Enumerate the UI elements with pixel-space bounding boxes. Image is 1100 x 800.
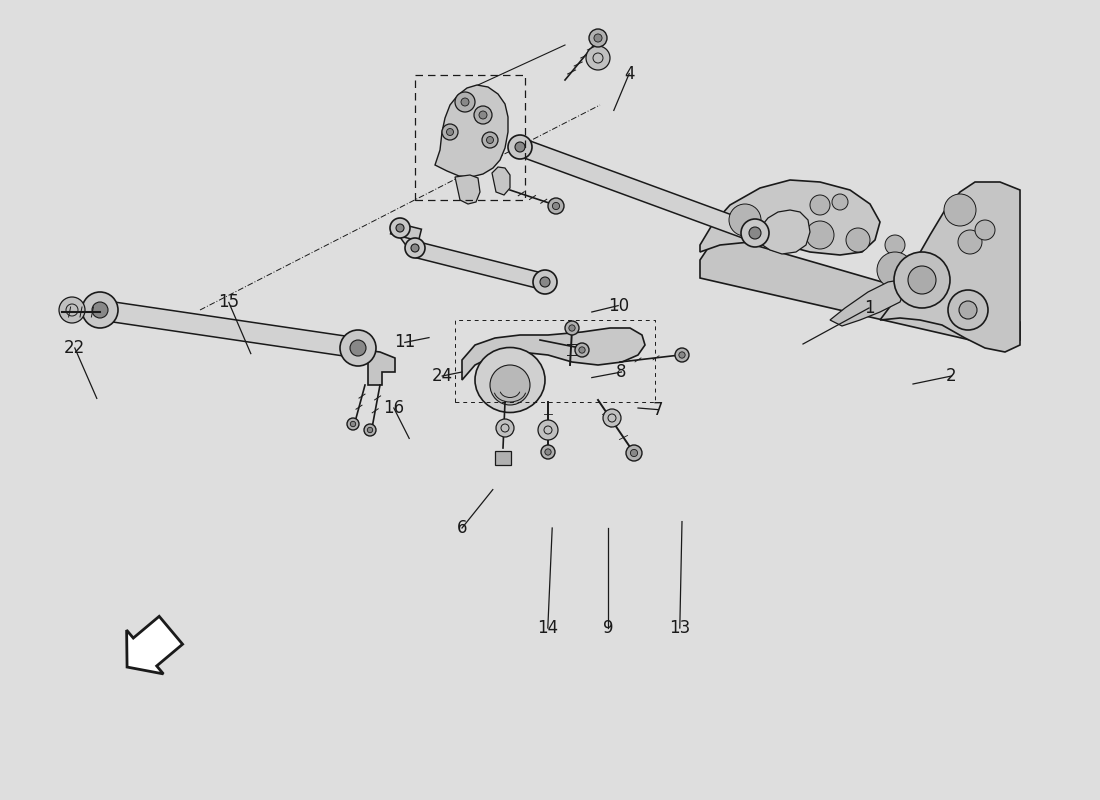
Circle shape <box>906 268 934 296</box>
Circle shape <box>544 449 551 455</box>
Circle shape <box>749 227 761 239</box>
Circle shape <box>886 235 905 255</box>
Polygon shape <box>492 167 510 195</box>
Circle shape <box>411 244 419 252</box>
Circle shape <box>579 347 585 353</box>
Circle shape <box>806 221 834 249</box>
Circle shape <box>810 195 830 215</box>
Circle shape <box>626 445 642 461</box>
Circle shape <box>832 194 848 210</box>
Polygon shape <box>880 182 1020 352</box>
Circle shape <box>630 450 638 457</box>
Circle shape <box>82 292 118 328</box>
Circle shape <box>675 348 689 362</box>
Polygon shape <box>126 616 183 674</box>
Text: 13: 13 <box>669 619 691 637</box>
Polygon shape <box>350 350 395 385</box>
Text: 22: 22 <box>64 339 86 357</box>
Circle shape <box>948 290 988 330</box>
Text: 16: 16 <box>383 399 405 417</box>
Circle shape <box>894 252 950 308</box>
Polygon shape <box>755 210 810 254</box>
Polygon shape <box>390 222 421 241</box>
Circle shape <box>508 135 532 159</box>
Circle shape <box>565 321 579 335</box>
Polygon shape <box>434 85 508 177</box>
Circle shape <box>474 106 492 124</box>
Circle shape <box>944 194 976 226</box>
Circle shape <box>490 365 530 405</box>
Circle shape <box>346 418 359 430</box>
Circle shape <box>538 420 558 440</box>
Circle shape <box>541 445 556 459</box>
Polygon shape <box>99 300 360 358</box>
Circle shape <box>367 427 373 433</box>
Circle shape <box>877 252 913 288</box>
Circle shape <box>447 129 453 135</box>
Circle shape <box>405 238 425 258</box>
Polygon shape <box>396 224 424 254</box>
Text: 24: 24 <box>431 367 453 385</box>
Circle shape <box>729 204 761 236</box>
Circle shape <box>534 270 557 294</box>
Circle shape <box>770 216 794 240</box>
Text: 8: 8 <box>616 363 627 381</box>
Text: 15: 15 <box>218 294 240 311</box>
Text: 7: 7 <box>652 401 663 418</box>
Circle shape <box>396 224 404 232</box>
Circle shape <box>586 46 611 70</box>
Circle shape <box>959 301 977 319</box>
Circle shape <box>603 409 622 427</box>
Circle shape <box>482 132 498 148</box>
Circle shape <box>588 29 607 47</box>
Circle shape <box>461 98 469 106</box>
Text: 14: 14 <box>537 619 559 637</box>
Polygon shape <box>416 242 547 290</box>
Polygon shape <box>700 180 880 255</box>
Text: 6: 6 <box>456 519 468 537</box>
Polygon shape <box>830 280 905 326</box>
Circle shape <box>958 230 982 254</box>
Circle shape <box>741 219 769 247</box>
Bar <box>495 451 512 465</box>
Polygon shape <box>455 175 480 204</box>
Circle shape <box>496 419 514 437</box>
Polygon shape <box>700 235 1020 348</box>
Text: 10: 10 <box>607 297 629 314</box>
Text: 11: 11 <box>394 334 416 351</box>
Polygon shape <box>512 137 758 242</box>
Circle shape <box>478 111 487 119</box>
Circle shape <box>340 330 376 366</box>
Circle shape <box>515 142 525 152</box>
Circle shape <box>350 340 366 356</box>
Circle shape <box>594 34 602 42</box>
Circle shape <box>350 422 355 426</box>
Circle shape <box>552 202 560 210</box>
Circle shape <box>442 124 458 140</box>
Text: 9: 9 <box>603 619 614 637</box>
Circle shape <box>540 277 550 287</box>
Text: 4: 4 <box>624 65 635 82</box>
Circle shape <box>486 137 494 143</box>
Circle shape <box>569 325 575 331</box>
Circle shape <box>548 198 564 214</box>
Circle shape <box>679 352 685 358</box>
Circle shape <box>908 266 936 294</box>
Circle shape <box>575 343 589 357</box>
Polygon shape <box>462 328 645 380</box>
Circle shape <box>92 302 108 318</box>
Circle shape <box>364 424 376 436</box>
Text: 1: 1 <box>864 299 874 317</box>
Circle shape <box>975 220 996 240</box>
Circle shape <box>455 92 475 112</box>
Circle shape <box>390 218 410 238</box>
Circle shape <box>59 297 85 323</box>
Ellipse shape <box>475 347 544 413</box>
Circle shape <box>846 228 870 252</box>
Text: 2: 2 <box>946 367 957 385</box>
